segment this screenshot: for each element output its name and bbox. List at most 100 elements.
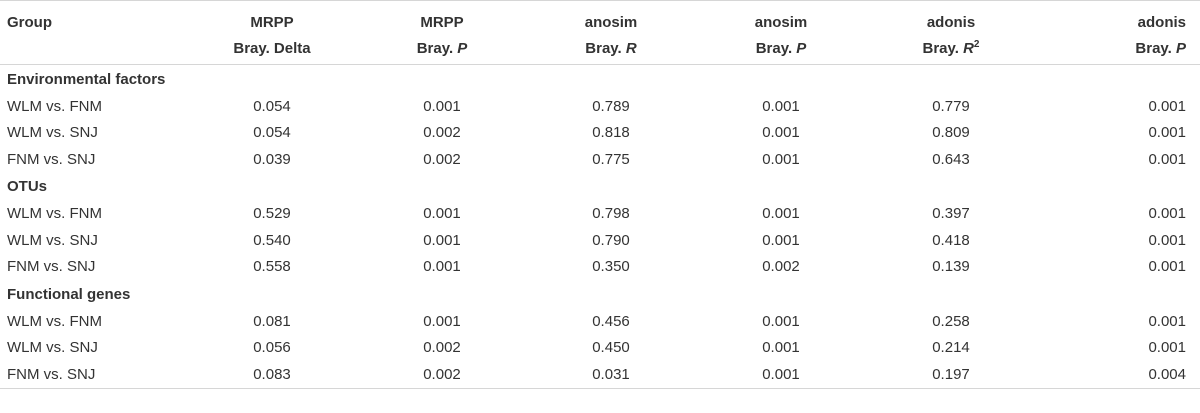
table-row: WLM vs. FNM 0.054 0.001 0.789 0.001 0.77… <box>0 93 1200 120</box>
table-row: FNM vs. SNJ 0.083 0.002 0.031 0.001 0.19… <box>0 361 1200 389</box>
cell-value: 0.083 <box>186 361 358 389</box>
dissimilarity-tests-table: Group MRPP Bray. Delta MRPP Bray. P anos… <box>0 0 1200 389</box>
cell-value: 0.558 <box>253 258 291 276</box>
header-line1: anosim <box>584 14 638 31</box>
cell-value: 0.001 <box>762 124 800 142</box>
header-line2: Bray. Delta <box>233 40 311 57</box>
section-title: Environmental factors <box>7 70 166 88</box>
cell-value: 0.081 <box>253 312 291 330</box>
cell-value: 0.001 <box>762 97 800 115</box>
cell-value: 0.540 <box>253 231 291 249</box>
header-row: Group MRPP Bray. Delta MRPP Bray. P anos… <box>0 0 1200 65</box>
cell-value: 0.456 <box>592 312 630 330</box>
section-title: Functional genes <box>7 285 131 303</box>
cell-value: 0.056 <box>253 339 291 357</box>
cell-value: 0.001 <box>1148 258 1186 276</box>
header-line1: MRPP <box>250 14 294 31</box>
section-row: OTUs <box>0 173 1200 201</box>
cell-value: 0.139 <box>932 258 970 276</box>
cell-value: 0.197 <box>866 361 1036 389</box>
cell-value: 0.001 <box>423 97 461 115</box>
cell-value: 0.418 <box>932 231 970 249</box>
section-row: Functional genes <box>0 280 1200 308</box>
row-label: WLM vs. FNM <box>7 205 102 223</box>
section-title: OTUs <box>7 178 48 195</box>
cell-value: 0.258 <box>932 312 970 330</box>
cell-value: 0.643 <box>932 150 970 168</box>
cell-value: 0.031 <box>526 361 696 389</box>
header-line2: Bray. R <box>585 40 637 57</box>
header-line1: adonis <box>1137 14 1186 31</box>
cell-value: 0.054 <box>253 97 291 115</box>
header-adonis-p: adonis Bray. P <box>1036 0 1200 65</box>
cell-value: 0.350 <box>592 258 630 276</box>
cell-value: 0.001 <box>762 205 800 223</box>
table-row: FNM vs. SNJ 0.558 0.001 0.350 0.002 0.13… <box>0 254 1200 281</box>
header-line2: Bray. P <box>416 40 468 57</box>
cell-value: 0.789 <box>592 97 630 115</box>
cell-value: 0.001 <box>423 205 461 223</box>
cell-value: 0.775 <box>592 150 630 168</box>
table-row: WLM vs. SNJ 0.056 0.002 0.450 0.001 0.21… <box>0 335 1200 362</box>
header-line2: Bray. P <box>755 40 807 57</box>
cell-value: 0.779 <box>932 97 970 115</box>
header-line1: MRPP <box>420 14 464 31</box>
header-line2: Bray. R2 <box>922 39 980 58</box>
table-row: WLM vs. FNM 0.081 0.001 0.456 0.001 0.25… <box>0 308 1200 335</box>
header-line2: Bray. P <box>1135 40 1186 57</box>
row-label: WLM vs. SNJ <box>7 339 98 357</box>
cell-value: 0.001 <box>696 361 866 389</box>
row-label: WLM vs. FNM <box>7 97 102 115</box>
cell-value: 0.001 <box>1148 339 1186 357</box>
row-label: FNM vs. SNJ <box>0 361 186 389</box>
header-group: Group <box>0 0 186 65</box>
cell-value: 0.001 <box>1148 124 1186 142</box>
table-row: WLM vs. SNJ 0.540 0.001 0.790 0.001 0.41… <box>0 227 1200 254</box>
cell-value: 0.790 <box>592 231 630 249</box>
cell-value: 0.001 <box>762 150 800 168</box>
cell-value: 0.001 <box>423 231 461 249</box>
cell-value: 0.798 <box>592 205 630 223</box>
row-label: WLM vs. SNJ <box>7 124 98 142</box>
cell-value: 0.529 <box>253 205 291 223</box>
header-mrpp-p: MRPP Bray. P <box>358 0 526 65</box>
row-label: WLM vs. FNM <box>7 312 102 330</box>
row-label: FNM vs. SNJ <box>7 258 96 276</box>
cell-value: 0.214 <box>932 339 970 357</box>
cell-value: 0.001 <box>1148 312 1186 330</box>
cell-value: 0.001 <box>1148 97 1186 115</box>
cell-value: 0.001 <box>423 258 461 276</box>
cell-value: 0.001 <box>762 312 800 330</box>
row-label: WLM vs. SNJ <box>7 231 98 249</box>
section-row: Environmental factors <box>0 65 1200 94</box>
cell-value: 0.001 <box>762 339 800 357</box>
table-row: WLM vs. FNM 0.529 0.001 0.798 0.001 0.39… <box>0 201 1200 228</box>
cell-value: 0.001 <box>423 312 461 330</box>
header-anosim-r: anosim Bray. R <box>526 0 696 65</box>
cell-value: 0.039 <box>253 150 291 168</box>
table-row: FNM vs. SNJ 0.039 0.002 0.775 0.001 0.64… <box>0 146 1200 173</box>
header-line1: anosim <box>754 14 808 31</box>
cell-value: 0.054 <box>253 124 291 142</box>
header-anosim-p: anosim Bray. P <box>696 0 866 65</box>
cell-value: 0.002 <box>423 339 461 357</box>
cell-value: 0.001 <box>1148 231 1186 249</box>
cell-value: 0.001 <box>1148 205 1186 223</box>
cell-value: 0.004 <box>1036 361 1200 389</box>
cell-value: 0.002 <box>423 124 461 142</box>
table-row: WLM vs. SNJ 0.054 0.002 0.818 0.001 0.80… <box>0 120 1200 147</box>
cell-value: 0.001 <box>1148 150 1186 168</box>
cell-value: 0.002 <box>762 258 800 276</box>
header-line1: adonis <box>926 14 976 31</box>
cell-value: 0.397 <box>932 205 970 223</box>
cell-value: 0.450 <box>592 339 630 357</box>
row-label: FNM vs. SNJ <box>7 150 96 168</box>
cell-value: 0.809 <box>932 124 970 142</box>
header-mrpp-delta: MRPP Bray. Delta <box>186 0 358 65</box>
cell-value: 0.002 <box>423 150 461 168</box>
cell-value: 0.001 <box>762 231 800 249</box>
cell-value: 0.002 <box>358 361 526 389</box>
cell-value: 0.818 <box>592 124 630 142</box>
header-adonis-r2: adonis Bray. R2 <box>866 0 1036 65</box>
